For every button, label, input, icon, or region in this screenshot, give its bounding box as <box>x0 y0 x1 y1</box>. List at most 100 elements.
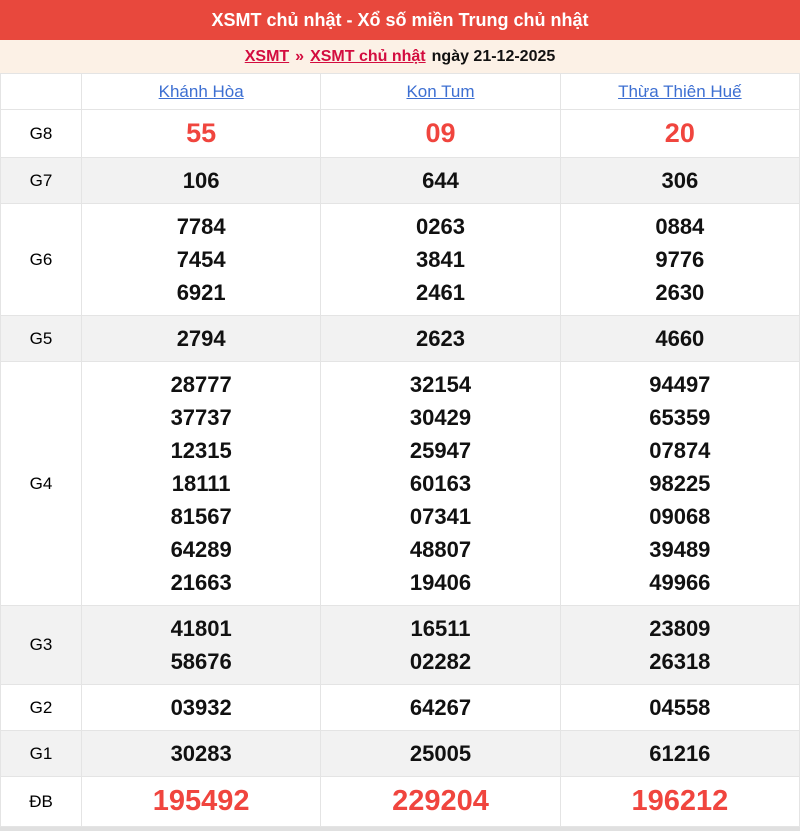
results-table: Khánh Hòa Kon Tum Thừa Thiên Huế G8 55 09 20 G… <box>0 73 800 827</box>
prize-number: 09 <box>425 118 456 148</box>
prize-row-g6: G6 7784 7454 6921 0263 3841 2461 0884 9776 2630 <box>0 203 800 316</box>
breadcrumb-link-xsmt[interactable]: XSMT <box>244 47 290 65</box>
prize-number: 32154 <box>409 372 472 397</box>
prize-number: 98225 <box>649 471 711 496</box>
prize-number: 2623 <box>416 326 465 351</box>
prize-number: 30429 <box>409 405 472 430</box>
result-cell: 0884 9776 2630 <box>559 203 800 316</box>
prize-number: 23809 <box>649 616 711 641</box>
prize-number: 7784 <box>176 214 226 239</box>
result-cell: 25005 <box>320 730 561 777</box>
prize-number: 41801 <box>170 616 232 641</box>
prize-number: 229204 <box>392 785 489 817</box>
prize-number: 55 <box>186 118 217 148</box>
prize-row-g7: G7 106 644 306 <box>0 157 800 204</box>
result-cell: 64267 <box>320 684 561 731</box>
prize-number: 39489 <box>649 537 711 562</box>
prize-number: 6921 <box>176 280 226 305</box>
result-cell: 94497 65359 07874 98225 09068 39489 49966 <box>559 361 800 606</box>
prize-number: 25947 <box>409 438 472 463</box>
province-link-kon-tum[interactable]: Kon Tum <box>406 81 475 101</box>
province-header-cell: Thừa Thiên Huế <box>559 73 800 110</box>
prize-label: G2 <box>0 684 82 731</box>
breadcrumb-separator: » <box>295 47 305 65</box>
prize-label: G7 <box>0 157 82 204</box>
prize-label: G3 <box>0 605 82 685</box>
prize-number: 65359 <box>649 405 711 430</box>
prize-number: 26318 <box>649 649 711 674</box>
prize-number: 3841 <box>416 247 465 272</box>
result-cell: 306 <box>559 157 800 204</box>
prize-number: 28777 <box>170 372 232 397</box>
prize-number: 2630 <box>655 280 705 305</box>
prize-number: 16511 <box>410 616 471 641</box>
prize-number: 60163 <box>409 471 472 496</box>
prize-number: 20 <box>664 118 695 148</box>
prize-row-g1: G1 30283 25005 61216 <box>0 730 800 777</box>
result-cell: 4660 <box>559 315 800 362</box>
prize-number: 9776 <box>655 247 705 272</box>
prize-number: 4660 <box>655 326 705 351</box>
prize-number: 64289 <box>170 537 232 562</box>
result-cell: 61216 <box>559 730 800 777</box>
prize-number: 64267 <box>409 695 472 720</box>
prize-number: 306 <box>661 168 699 193</box>
result-cell: 20 <box>559 109 800 158</box>
prize-number: 2461 <box>416 280 465 305</box>
result-cell: 106 <box>80 157 322 204</box>
breadcrumb-date: ngày 21-12-2025 <box>431 47 556 65</box>
prize-number: 07874 <box>649 438 711 463</box>
result-cell: 195492 <box>80 776 322 827</box>
page-title-bar: XSMT chủ nhật - Xổ số miền Trung chủ nhậ… <box>0 0 800 40</box>
province-link-thua-thien-hue[interactable]: Thừa Thiên Huế <box>618 81 742 101</box>
prize-number: 12315 <box>170 438 232 463</box>
prize-label: G6 <box>0 203 82 316</box>
result-cell: 03932 <box>80 684 322 731</box>
prize-number: 07341 <box>409 504 472 529</box>
result-cell: 28777 37737 12315 18111 81567 64289 21663 <box>80 361 322 606</box>
result-cell: 32154 30429 25947 60163 07341 48807 19406 <box>320 361 561 606</box>
prize-number: 0884 <box>655 214 705 239</box>
prize-number: 02282 <box>409 649 472 674</box>
breadcrumb: XSMT » XSMT chủ nhật ngày 21-12-2025 <box>0 40 800 73</box>
result-cell: 196212 <box>559 776 800 827</box>
prize-number: 94497 <box>649 372 711 397</box>
prize-number: 644 <box>422 168 459 193</box>
prize-number: 09068 <box>649 504 711 529</box>
prize-number: 61216 <box>649 741 711 766</box>
result-cell: 55 <box>80 109 322 158</box>
prize-number: 49966 <box>649 570 711 595</box>
prize-number: 106 <box>182 168 220 193</box>
prize-number: 81567 <box>170 504 232 529</box>
result-cell: 7784 7454 6921 <box>80 203 322 316</box>
prize-number: 0263 <box>416 214 465 239</box>
prize-number: 30283 <box>170 741 232 766</box>
prize-label: G5 <box>0 315 82 362</box>
result-cell: 229204 <box>320 776 561 827</box>
prize-number: 25005 <box>409 741 472 766</box>
prize-column-header <box>0 73 82 110</box>
result-cell: 2623 <box>320 315 561 362</box>
province-link-khanh-hoa[interactable]: Khánh Hòa <box>158 81 244 101</box>
prize-row-g2: G2 03932 64267 04558 <box>0 684 800 731</box>
result-cell: 0263 3841 2461 <box>320 203 561 316</box>
result-cell: 30283 <box>80 730 322 777</box>
prize-number: 19406 <box>409 570 472 595</box>
prize-row-g8: G8 55 09 20 <box>0 109 800 158</box>
result-cell: 23809 26318 <box>559 605 800 685</box>
page-title: XSMT chủ nhật - Xổ số miền Trung chủ nhậ… <box>211 9 589 30</box>
breadcrumb-link-xsmt-chu-nhat[interactable]: XSMT chủ nhật <box>310 47 426 65</box>
prize-label: G1 <box>0 730 82 777</box>
prize-row--b: ĐB 195492 229204 196212 <box>0 776 800 827</box>
prize-row-g4: G4 28777 37737 12315 18111 81567 64289 21663 321… <box>0 361 800 606</box>
prize-row-g3: G3 41801 58676 16511 02282 23809 26318 <box>0 605 800 685</box>
province-header-cell: Kon Tum <box>320 73 561 110</box>
result-cell: 09 <box>320 109 561 158</box>
prize-row-g5: G5 2794 2623 4660 <box>0 315 800 362</box>
prize-number: 2794 <box>176 326 226 351</box>
prize-number: 21663 <box>170 570 232 595</box>
prize-number: 48807 <box>409 537 472 562</box>
prize-number: 03932 <box>170 695 232 720</box>
prize-number: 04558 <box>649 695 711 720</box>
prize-number: 7454 <box>176 247 226 272</box>
